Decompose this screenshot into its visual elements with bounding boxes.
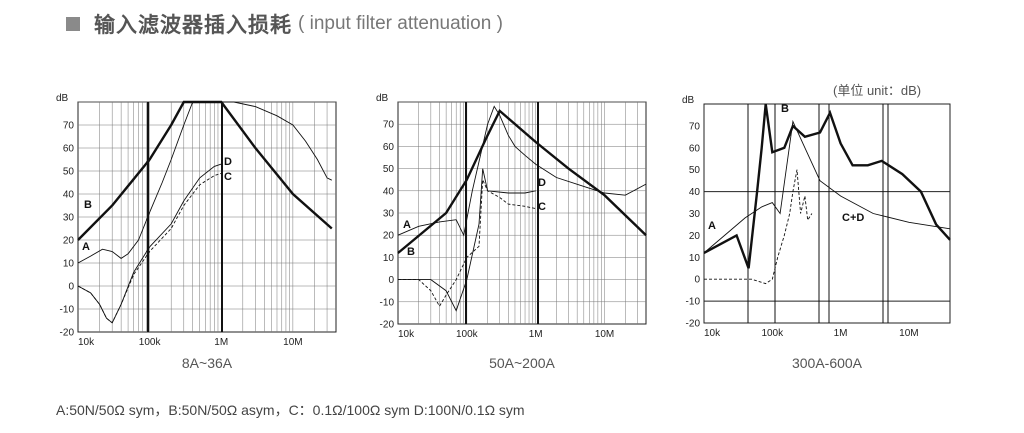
y-tick-label: 50 xyxy=(689,165,701,176)
x-tick-label: 1M xyxy=(214,337,228,348)
curve-label-b: B xyxy=(84,199,92,211)
chart-caption: 300A-600A xyxy=(792,355,863,371)
y-tick-label: 10 xyxy=(63,259,75,270)
y-tick-label: -20 xyxy=(686,319,701,330)
chart-caption: 50A~200A xyxy=(489,355,555,371)
series-d-line xyxy=(77,163,222,324)
chart-caption: 8A~36A xyxy=(182,355,233,371)
curve-label-a: A xyxy=(403,219,411,231)
y-axis-label: dB xyxy=(56,93,69,104)
curve-label-d: D xyxy=(224,156,232,168)
y-tick-label: -10 xyxy=(686,297,701,308)
curve-label-c: C xyxy=(224,171,232,183)
curve-label-c: C xyxy=(538,201,546,213)
curve-label-b: B xyxy=(407,246,415,258)
series-a-line xyxy=(703,119,951,254)
y-tick-label: 0 xyxy=(694,275,700,286)
section-header: 输入滤波器插入损耗 ( input filter attenuation ) xyxy=(66,8,503,40)
y-tick-label: 40 xyxy=(63,190,75,201)
x-tick-label: 100k xyxy=(761,328,784,339)
y-tick-label: 0 xyxy=(388,275,394,286)
curve-label-d: D xyxy=(538,177,546,189)
y-tick-label: 20 xyxy=(689,231,701,242)
y-tick-label: 30 xyxy=(63,213,75,224)
series-d-line xyxy=(398,168,536,312)
y-axis-label: dB xyxy=(376,93,389,104)
square-bullet-icon xyxy=(66,17,80,31)
y-axis-label: dB xyxy=(682,95,695,106)
plot-frame xyxy=(703,103,951,324)
unit-note: (单位 unit：dB) xyxy=(833,83,922,98)
series-b-line xyxy=(703,103,951,269)
y-tick-label: 10 xyxy=(383,253,395,264)
series-c-line xyxy=(77,172,222,324)
x-tick-label: 10k xyxy=(704,328,721,339)
chart-2: -20 -10 0 10 20 30 40 50 60 70 dB 10k 100k 1M 10M A B CD 5… xyxy=(376,93,647,371)
series-c-d-line xyxy=(704,169,813,285)
y-tick-label: 10 xyxy=(689,253,701,264)
y-tick-label: 40 xyxy=(383,186,395,197)
y-tick-label: 70 xyxy=(689,121,701,132)
y-tick-label: -10 xyxy=(380,297,395,308)
x-tick-label: 10M xyxy=(899,328,918,339)
chart-3: -20 -10 0 10 20 30 40 50 60 70 dB 10k 100k 1M 10M A B C+D… xyxy=(682,95,951,371)
y-tick-label: -10 xyxy=(60,305,75,316)
x-tick-label: 10k xyxy=(78,337,95,348)
curve-legend: A:50N/50Ω sym，B:50N/50Ω asym，C：0.1Ω/100Ω… xyxy=(56,402,525,418)
series-b-line xyxy=(77,100,333,241)
y-tick-label: 30 xyxy=(689,209,701,220)
y-tick-label: 0 xyxy=(68,282,74,293)
y-tick-label: 20 xyxy=(383,231,395,242)
x-tick-label: 100k xyxy=(456,329,479,340)
section-title: 输入滤波器插入损耗 xyxy=(94,14,292,37)
curve-label-b: B xyxy=(781,103,789,115)
series-c-line xyxy=(398,179,536,308)
series-b-line xyxy=(397,108,647,254)
x-tick-label: 1M xyxy=(529,329,543,340)
y-tick-label: 40 xyxy=(689,187,701,198)
x-tick-label: 100k xyxy=(139,337,162,348)
y-tick-label: -20 xyxy=(60,328,75,339)
curve-label-a: A xyxy=(708,220,716,232)
y-tick-label: 60 xyxy=(63,144,75,155)
curve-label-a: A xyxy=(82,241,90,253)
y-tick-label: 60 xyxy=(383,142,395,153)
x-tick-label: 10M xyxy=(283,337,302,348)
x-tick-label: 10M xyxy=(595,329,614,340)
chart-1: -20 -10 0 10 20 30 40 50 60 70 dB 10k 100k 1M 10M A B CD 8… xyxy=(56,93,337,371)
y-tick-label: 70 xyxy=(63,121,75,132)
y-tick-label: 60 xyxy=(689,143,701,154)
series-a-line xyxy=(77,101,332,264)
y-tick-label: 50 xyxy=(63,167,75,178)
x-tick-label: 10k xyxy=(398,329,415,340)
y-tick-label: 30 xyxy=(383,209,395,220)
series-a-line xyxy=(397,105,647,237)
y-tick-label: 20 xyxy=(63,236,75,247)
y-tick-label: 50 xyxy=(383,164,395,175)
section-subtitle: ( input filter attenuation ) xyxy=(298,13,503,34)
y-tick-label: -20 xyxy=(380,320,395,331)
curve-label-c-d: C+D xyxy=(842,212,864,224)
y-tick-label: 70 xyxy=(383,120,395,131)
x-tick-label: 1M xyxy=(834,328,848,339)
